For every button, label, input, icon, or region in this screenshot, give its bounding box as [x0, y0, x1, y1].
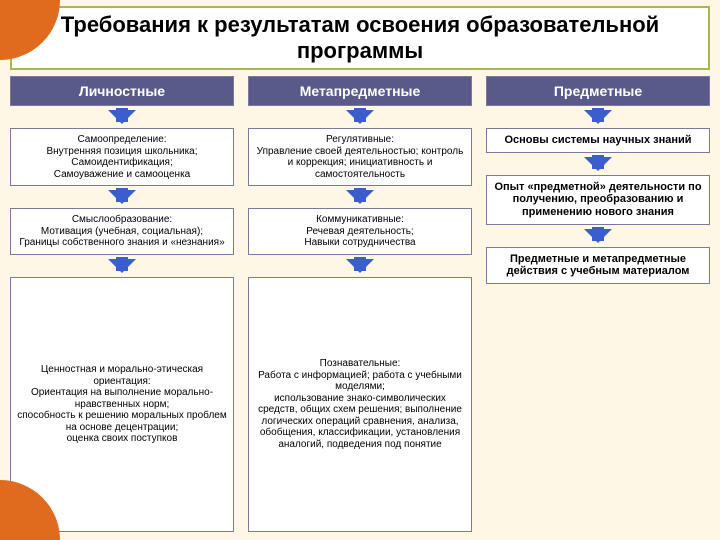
- content-box: Коммуникативные: Речевая деятельность; Н…: [248, 208, 472, 255]
- arrow-down-icon: [346, 110, 374, 124]
- arrow-down-icon: [108, 110, 136, 124]
- column-header: Метапредметные: [248, 76, 472, 106]
- column-header: Предметные: [486, 76, 710, 106]
- column-subject: Предметные Основы системы научных знаний…: [486, 76, 710, 532]
- content-box: Смыслообразование: Мотивация (учебная, с…: [10, 208, 234, 255]
- column-personal: Личностные Самоопределение: Внутренняя п…: [10, 76, 234, 532]
- content-box: Опыт «предметной» деятельности по получе…: [486, 175, 710, 225]
- arrow-down-icon: [108, 190, 136, 204]
- arrow-down-icon: [108, 259, 136, 273]
- arrow-down-icon: [584, 157, 612, 171]
- content-box: Регулятивные: Управление своей деятельно…: [248, 128, 472, 186]
- slide: Требования к результатам освоения образо…: [0, 0, 720, 540]
- arrow-down-icon: [584, 110, 612, 124]
- content-box: Познавательные: Работа с информацией; ра…: [248, 277, 472, 532]
- content-box: Самоопределение: Внутренняя позиция школ…: [10, 128, 234, 186]
- content-box: Ценностная и морально-этическая ориентац…: [10, 277, 234, 532]
- column-header: Личностные: [10, 76, 234, 106]
- content-box: Предметные и метапредметные действия с у…: [486, 247, 710, 284]
- arrow-down-icon: [584, 229, 612, 243]
- content-box: Основы системы научных знаний: [486, 128, 710, 153]
- arrow-down-icon: [346, 259, 374, 273]
- columns-container: Личностные Самоопределение: Внутренняя п…: [10, 76, 710, 532]
- slide-title: Требования к результатам освоения образо…: [10, 6, 710, 70]
- arrow-down-icon: [346, 190, 374, 204]
- column-metasubject: Метапредметные Регулятивные: Управление …: [248, 76, 472, 532]
